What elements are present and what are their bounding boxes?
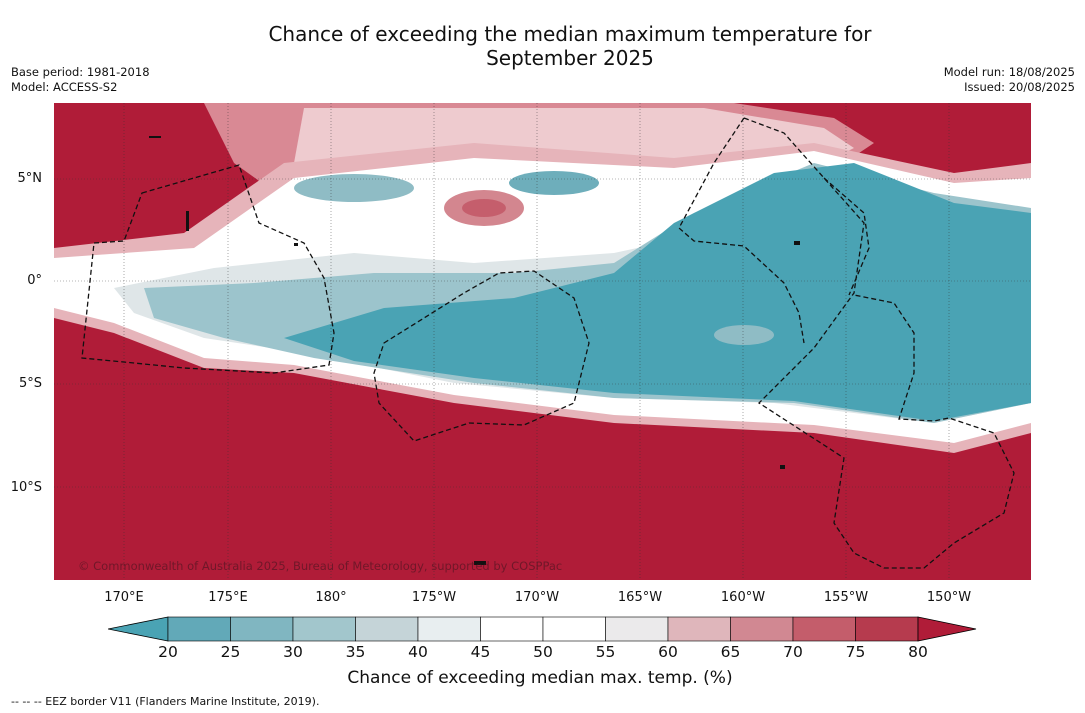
islands	[149, 136, 800, 565]
lat-label-5n: 5°N	[17, 171, 43, 186]
north-cool-pocket-2	[509, 171, 599, 195]
model-run: Model run: 18/08/2025	[943, 65, 1075, 79]
base-period: Base period: 1981-2018	[11, 65, 150, 79]
colorbar-segment	[167, 616, 231, 642]
colorbar-segment	[230, 616, 294, 642]
island-6	[474, 561, 486, 565]
lon-label-170w: 170°W	[514, 590, 560, 605]
map-svg	[54, 103, 1031, 580]
title-line-1: Chance of exceeding the median maximum t…	[268, 22, 872, 46]
title-line-2: September 2025	[486, 46, 654, 70]
lon-label-170e: 170°E	[104, 590, 144, 605]
colorbar-extension-low	[107, 616, 169, 642]
north-cool-pocket-1	[294, 174, 414, 202]
lon-label-175w: 175°W	[411, 590, 457, 605]
eez-border-west	[81, 164, 335, 374]
meta-left: Base period: 1981-2018 Model: ACCESS-S2	[11, 65, 150, 95]
colorbar-tick-label: 60	[658, 643, 678, 661]
lon-label-165w: 165°W	[617, 590, 663, 605]
eez-footnote: -- -- -- EEZ border V11 (Flanders Marine…	[11, 695, 320, 708]
colorbar-tick-label: 80	[908, 643, 928, 661]
island-1	[149, 136, 161, 138]
eez-borders	[81, 117, 1015, 569]
colorbar-tick-label: 25	[220, 643, 241, 661]
colorbar-tick-label: 40	[408, 643, 428, 661]
colorbar-tick-label: 65	[720, 643, 741, 661]
south-cool-pocket	[714, 325, 774, 345]
meta-right: Model run: 18/08/2025 Issued: 20/08/2025	[944, 65, 1075, 95]
copyright-notice: © Commonwealth of Australia 2025, Bureau…	[78, 559, 563, 573]
lat-label-10s: 10°S	[10, 480, 42, 495]
lon-label-175e: 175°E	[208, 590, 248, 605]
lon-label-180: 180°	[315, 590, 347, 605]
island-5	[780, 465, 785, 469]
lon-label-155w: 155°W	[823, 590, 869, 605]
colorbar-segment	[542, 616, 606, 642]
colorbar-tick-label: 20	[158, 643, 178, 661]
colorbar-segment	[605, 616, 669, 642]
island-3	[294, 243, 298, 246]
colorbar-tick-label: 35	[345, 643, 366, 661]
colorbar-extension-high	[917, 616, 977, 642]
lat-label-5s: 5°S	[18, 376, 42, 391]
colorbar-tick-label: 30	[283, 643, 303, 661]
colorbar-tick-label: 55	[595, 643, 616, 661]
colorbar-segment	[355, 616, 419, 642]
colorbar-tick-label: 70	[783, 643, 803, 661]
map-title: Chance of exceeding the median maximum t…	[170, 22, 970, 70]
colorbar-segment	[730, 616, 794, 642]
lon-label-150w: 150°W	[926, 590, 972, 605]
cool-core	[284, 163, 1031, 421]
colorbar-tick-label: 50	[533, 643, 553, 661]
colorbar	[107, 616, 978, 642]
colorbar-segment	[792, 616, 856, 642]
colorbar-segment	[417, 616, 481, 642]
eez-border-central	[373, 270, 590, 442]
north-warm-pocket-core	[462, 199, 506, 217]
colorbar-segment	[855, 616, 919, 642]
colorbar-segment	[292, 616, 356, 642]
colorbar-label: Chance of exceeding median max. temp. (%…	[347, 668, 733, 688]
graticule	[54, 103, 1031, 580]
colorbar-svg	[107, 616, 977, 642]
model-name: Model: ACCESS-S2	[11, 80, 118, 94]
map-panel	[54, 103, 1031, 580]
issued-date: Issued: 20/08/2025	[964, 80, 1075, 94]
eez-border-east	[678, 117, 1015, 569]
colorbar-segment	[667, 616, 731, 642]
colorbar-tick-label: 45	[470, 643, 491, 661]
lat-label-0: 0°	[27, 273, 42, 288]
colorbar-segment	[480, 616, 544, 642]
island-4	[794, 241, 800, 245]
lon-label-160w: 160°W	[720, 590, 766, 605]
island-2	[186, 211, 189, 231]
colorbar-tick-label: 75	[845, 643, 866, 661]
